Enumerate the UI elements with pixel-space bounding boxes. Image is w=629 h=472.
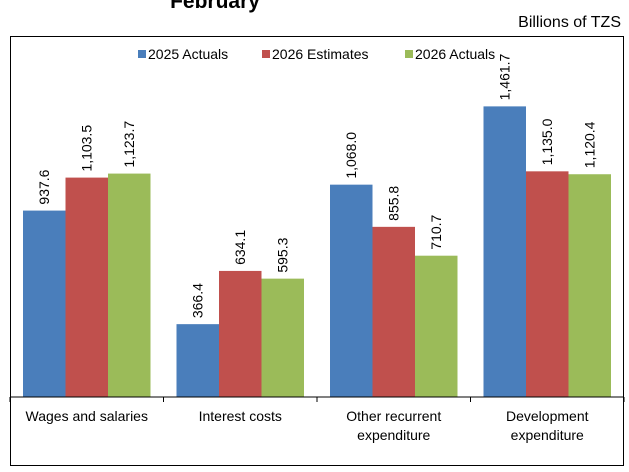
bar [176,324,219,397]
legend-label: 2025 Actuals [148,46,228,62]
bar [261,278,304,397]
bar [330,184,373,397]
data-label: 634.1 [232,230,248,265]
data-labels: 937.6 1,103.5 1,123.7 366.4 634.1 595.3 1,068.… [36,53,598,318]
data-label: 1,123.7 [121,121,137,168]
x-tick-label: Other recurrent [346,408,441,424]
bar [415,255,458,397]
data-label: 595.3 [275,237,291,272]
x-axis: Wages and salaries Interest costs Other re… [9,396,625,443]
bar [568,174,611,397]
bar [108,173,151,397]
data-label: 1,461.7 [497,53,513,100]
chart-title: February [170,0,260,13]
data-label: 937.6 [36,169,52,204]
bar [65,177,108,397]
legend: 2025 Actuals 2026 Estimates 2026 Actuals [138,46,495,62]
data-label: 1,135.0 [539,118,555,165]
bars [23,106,611,398]
legend-swatch [138,50,146,58]
legend-label: 2026 Actuals [415,46,495,62]
data-label: 1,068.0 [343,132,359,179]
legend-label: 2026 Estimates [272,46,369,62]
chart-frame [10,36,624,466]
x-tick-label: expenditure [511,427,584,443]
legend-swatch [262,50,270,58]
x-tick-label: Wages and salaries [26,408,148,424]
x-tick-label: expenditure [357,427,430,443]
bar [526,171,569,397]
data-label: 1,120.4 [582,121,598,168]
bar [219,270,262,397]
legend-swatch [405,50,413,58]
bar [483,106,526,398]
bar [372,226,415,397]
data-label: 710.7 [428,214,444,249]
data-label: 1,103.5 [79,125,95,172]
bar [23,210,66,397]
units-label: Billions of TZS [518,14,621,31]
data-label: 366.4 [190,283,206,318]
data-label: 855.8 [386,186,402,221]
x-tick-label: Development [506,408,589,424]
x-tick-label: Interest costs [199,408,282,424]
